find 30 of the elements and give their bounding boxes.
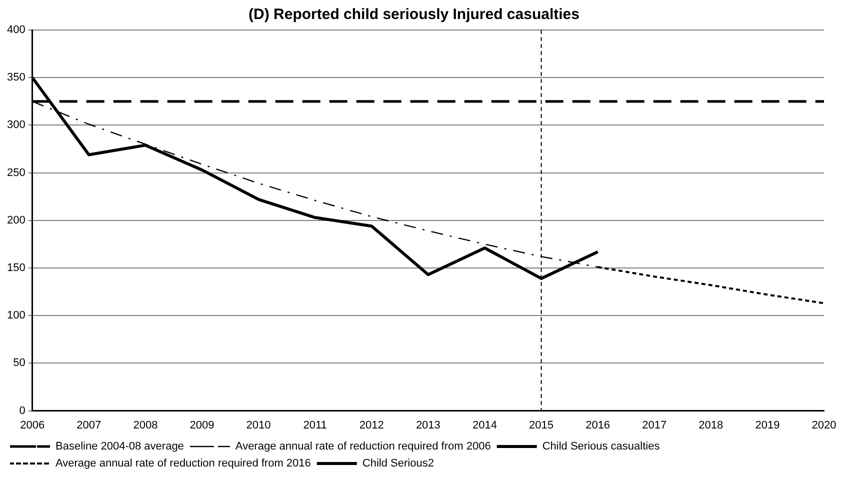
x-tick-label: 2015 bbox=[529, 419, 554, 432]
x-tick-label: 2010 bbox=[246, 419, 271, 432]
y-tick-label: 250 bbox=[6, 166, 26, 179]
legend-label: Baseline 2004-08 average bbox=[56, 440, 184, 453]
x-tick-label: 2017 bbox=[642, 419, 667, 432]
x-tick-label: 2016 bbox=[586, 419, 610, 432]
legend-label: Child Serious2 bbox=[362, 458, 434, 470]
y-tick-label: 350 bbox=[6, 72, 26, 84]
x-tick-label: 2020 bbox=[812, 419, 836, 432]
legend-label: Average annual rate of reduction required from 2016 bbox=[56, 458, 311, 470]
y-tick-label: 50 bbox=[13, 357, 26, 370]
legend-label: Child Serious casualties bbox=[542, 440, 660, 453]
y-tick-label: 200 bbox=[6, 214, 26, 226]
y-tick-label: 100 bbox=[6, 310, 26, 322]
x-tick-label: 2014 bbox=[472, 419, 497, 432]
x-tick-label: 2013 bbox=[416, 419, 440, 432]
legend-label: Average annual rate of reduction required from 2006 bbox=[235, 440, 491, 453]
x-tick-label: 2018 bbox=[698, 419, 724, 432]
y-tick-label: 400 bbox=[6, 24, 26, 36]
x-tick-label: 2019 bbox=[755, 419, 780, 432]
x-tick-label: 2008 bbox=[133, 419, 158, 432]
chart-title: (D) Reported child seriously Injured casualties bbox=[248, 6, 580, 24]
x-tick-label: 2011 bbox=[303, 419, 327, 432]
x-tick-label: 2009 bbox=[190, 419, 214, 432]
y-tick-label: 150 bbox=[6, 262, 26, 274]
y-tick-label: 0 bbox=[19, 404, 26, 417]
y-tick-label: 300 bbox=[6, 119, 26, 132]
x-tick-label: 2012 bbox=[359, 419, 384, 432]
x-tick-label: 2006 bbox=[20, 419, 45, 432]
x-tick-label: 2007 bbox=[76, 419, 102, 432]
